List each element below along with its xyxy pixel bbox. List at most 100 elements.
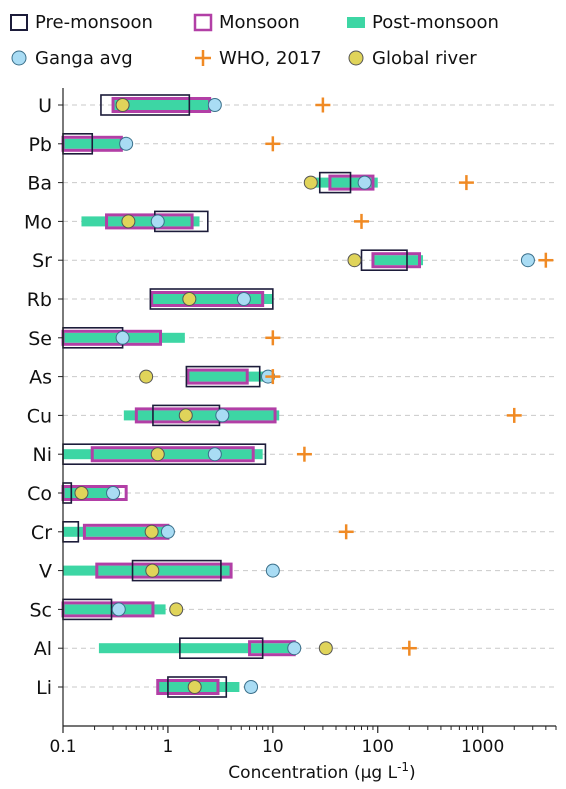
- monsoon-box: [95, 562, 233, 579]
- axes: 0.1 1 10 100 1000: [49, 88, 557, 757]
- element-label: Sc: [29, 599, 52, 621]
- ganga-avg-marker: [111, 602, 126, 617]
- global-river-marker: [121, 214, 136, 229]
- pre-monsoon-box: [149, 288, 274, 310]
- row-cr: Cr: [31, 520, 354, 544]
- global-river-marker: [74, 486, 89, 500]
- global-river-marker: [145, 563, 160, 578]
- monsoon-box: [150, 291, 265, 307]
- row-ba: Ba: [27, 171, 474, 195]
- pre-monsoon-box: [131, 559, 222, 582]
- legend-item-global: Global river: [348, 48, 477, 69]
- ganga-avg-marker: [106, 486, 121, 500]
- global-river-marker: [303, 175, 318, 190]
- who-marker: [401, 640, 417, 656]
- post-monsoon-bar: [98, 643, 295, 654]
- who-marker: [506, 407, 522, 423]
- ganga-avg-marker: [244, 680, 259, 694]
- global-river-marker: [182, 292, 197, 306]
- monsoon-box: [186, 368, 249, 385]
- row-as: As: [29, 365, 281, 389]
- legend-swatch-who: [195, 50, 211, 66]
- legend-label-who: WHO, 2017: [219, 48, 322, 69]
- post-monsoon-bar: [372, 255, 424, 266]
- x-tick-label: 1000: [461, 737, 504, 757]
- x-tick-label: 100: [362, 737, 394, 757]
- who-marker: [458, 175, 474, 191]
- element-label: Ba: [27, 173, 52, 195]
- element-label: Pb: [28, 134, 52, 156]
- x-axis-title: Concentration (µg L-1): [228, 760, 415, 783]
- post-monsoon-bar: [310, 177, 378, 188]
- post-monsoon-bar: [81, 216, 200, 227]
- who-marker: [338, 524, 354, 540]
- global-river-marker: [178, 408, 193, 423]
- element-label: Li: [36, 677, 52, 699]
- data-rows: U Pb Ba Mo Sr Rb Se As Cu Ni Co Cr V Sc Al Li: [24, 94, 554, 699]
- row-co: Co: [27, 482, 128, 505]
- element-label: Al: [34, 638, 52, 660]
- legend: Pre-monsoon Monsoon Post-monsoon Ganga avg W…: [10, 12, 499, 69]
- x-axis-title-superscript: -1: [397, 760, 409, 774]
- legend-label-ganga: Ganga avg: [35, 48, 133, 69]
- ganga-avg-marker: [520, 253, 535, 268]
- legend-item-pre: Pre-monsoon: [10, 12, 153, 33]
- x-tick-label: 10: [262, 737, 284, 757]
- ganga-avg-marker: [215, 408, 230, 423]
- legend-label-global: Global river: [372, 48, 477, 69]
- global-river-marker: [150, 447, 165, 462]
- ganga-avg-marker: [236, 292, 251, 306]
- global-river-marker: [347, 253, 362, 268]
- element-label: Cr: [31, 522, 52, 544]
- monsoon-box: [371, 252, 422, 269]
- monsoon-box: [90, 446, 255, 463]
- element-label: Rb: [27, 289, 52, 311]
- legend-item-ganga: Ganga avg: [11, 48, 133, 69]
- element-label: V: [39, 561, 52, 583]
- legend-item-who: WHO, 2017: [195, 48, 322, 69]
- pre-monsoon-box: [167, 676, 228, 698]
- legend-swatch-monsoon: [193, 13, 213, 32]
- x-tick-label: 1: [163, 737, 174, 757]
- gridlines: [63, 104, 556, 688]
- element-label: Ni: [33, 444, 53, 466]
- who-marker: [296, 446, 312, 462]
- legend-swatch-pre-monsoon: [10, 14, 28, 31]
- ganga-avg-marker: [207, 98, 222, 112]
- monsoon-box: [328, 174, 375, 191]
- ganga-avg-marker: [357, 175, 372, 190]
- pre-monsoon-box: [179, 637, 264, 660]
- x-axis-title-close: ): [409, 763, 416, 783]
- row-cu: Cu: [27, 404, 522, 427]
- who-marker: [538, 252, 554, 268]
- who-marker: [265, 136, 281, 152]
- monsoon-box: [156, 679, 220, 695]
- x-tick-label: 0.1: [49, 737, 76, 757]
- who-marker: [315, 97, 331, 113]
- post-monsoon-bar: [113, 100, 217, 110]
- monsoon-box: [105, 213, 194, 230]
- element-label: As: [29, 367, 52, 389]
- legend-swatch-post-monsoon: [347, 17, 365, 28]
- legend-label-pre: Pre-monsoon: [35, 12, 153, 33]
- ganga-avg-marker: [160, 524, 175, 539]
- ganga-avg-marker: [207, 447, 222, 462]
- global-river-marker: [115, 98, 130, 112]
- ganga-avg-marker: [265, 563, 280, 578]
- row-u: U: [38, 94, 331, 117]
- pre-monsoon-box: [318, 171, 352, 194]
- global-river-marker: [139, 369, 154, 384]
- post-monsoon-bar: [151, 294, 273, 304]
- row-mo: Mo: [24, 210, 369, 233]
- monsoon-box: [134, 407, 277, 424]
- pre-monsoon-box: [100, 94, 191, 116]
- ganga-avg-marker: [115, 330, 130, 345]
- row-v: V: [39, 559, 280, 583]
- row-li: Li: [36, 676, 259, 699]
- legend-label-mon: Monsoon: [219, 12, 300, 33]
- row-al: Al: [34, 637, 417, 660]
- global-river-marker: [187, 680, 202, 694]
- element-label: U: [38, 95, 52, 117]
- pre-monsoon-box: [360, 249, 408, 271]
